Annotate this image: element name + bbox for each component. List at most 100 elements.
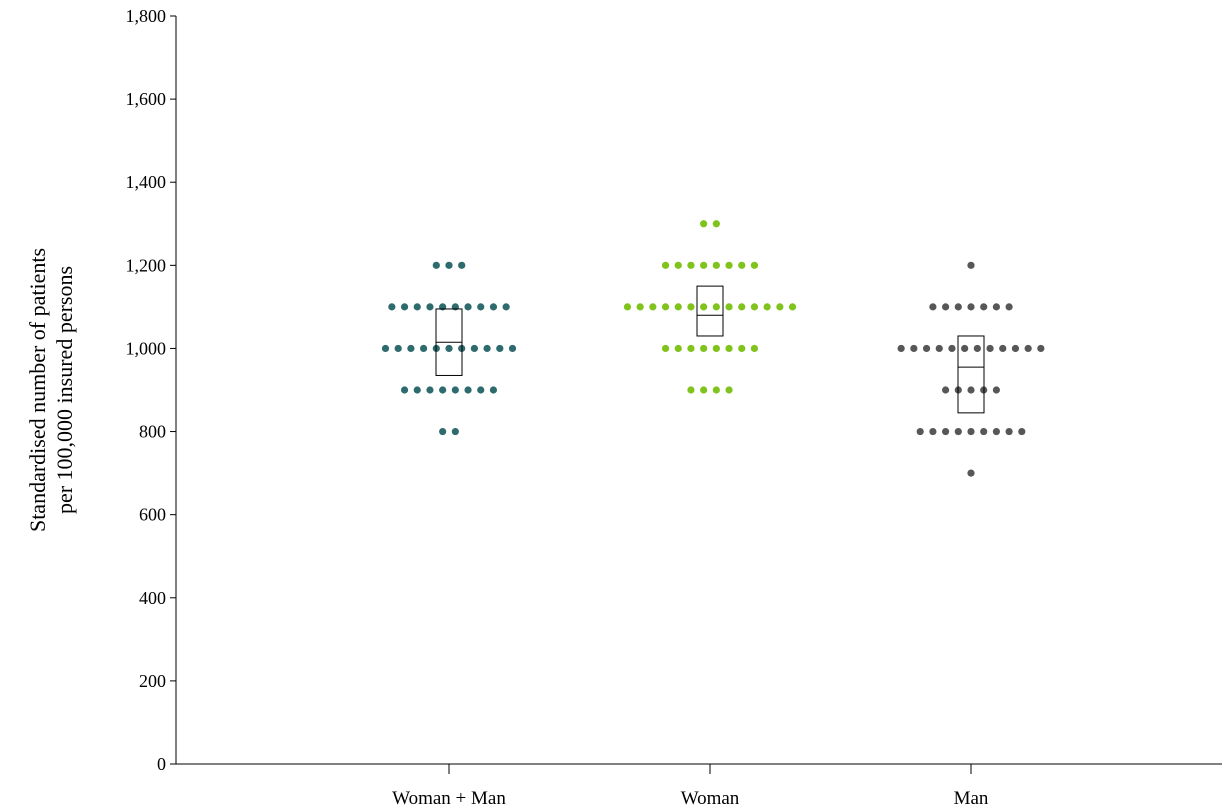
iqr-box [696,285,724,337]
data-point [407,344,415,353]
data-point [420,344,428,353]
data-point [967,469,975,477]
data-point [700,344,708,353]
data-point [999,344,1007,353]
data-point [687,261,695,269]
data-point [980,303,988,311]
data-point [980,427,988,436]
data-point [961,344,969,353]
data-point [661,344,670,353]
data-point [661,303,670,311]
data-point [942,303,950,311]
data-point [477,303,485,311]
data-point [649,303,657,311]
y-axis-title-line-2: per 100,000 insured persons [52,266,77,514]
series-group [623,220,797,394]
data-point [464,386,472,394]
y-tick-label: 1,200 [126,255,167,275]
data-point [674,261,682,269]
data-point [992,427,1001,436]
y-ticks: 0 200 400 600 800 1,000 1,200 1,400 1,600 1,800 [126,6,176,774]
data-point [388,303,396,311]
y-tick-label: 1,800 [126,6,167,26]
data-point [445,344,453,353]
y-tick-label: 1,000 [126,338,167,358]
data-point [986,344,994,353]
data-point [750,344,759,353]
data-point [738,261,746,269]
data-point [992,303,1001,311]
data-point [788,303,797,311]
y-tick-label: 800 [139,422,166,442]
data-point [967,386,975,394]
data-point [929,427,937,436]
series-group [381,261,517,436]
data-point [502,303,510,311]
x-category-label: Woman + Man [392,788,506,809]
data-point [477,386,485,394]
y-tick-label: 1,400 [126,172,167,192]
data-point [967,261,975,269]
y-axis-title-line-1: Standardised number of patients [25,248,50,532]
data-point [992,386,1001,394]
data-point [489,303,498,311]
data-point [763,303,771,311]
data-point [674,303,682,311]
data-point [687,386,695,394]
data-point [483,344,491,353]
data-point [687,303,695,311]
plot-area [381,220,1045,477]
data-point [942,427,950,436]
data-point [973,344,981,353]
data-point [445,261,453,269]
data-point [400,303,409,311]
data-point [1005,303,1013,311]
data-point [451,386,459,394]
data-point [712,303,720,311]
y-tick-label: 600 [139,505,166,525]
iqr-box [957,335,985,414]
data-point [700,261,708,269]
data-point [738,303,746,311]
y-tick-label: 400 [139,588,166,608]
data-point [426,303,434,311]
data-point [700,303,708,311]
data-point [426,386,434,394]
data-point [400,386,409,394]
data-point [623,303,632,311]
data-point [394,344,402,353]
data-point [922,344,931,353]
data-point [381,344,390,353]
data-point [725,261,733,269]
data-point [712,386,720,394]
data-point [725,386,733,394]
y-tick-label: 200 [139,671,166,691]
data-point [458,261,466,269]
data-point [967,303,975,311]
data-point [489,386,498,394]
data-point [725,303,733,311]
axes [175,16,1222,765]
x-category-label: Woman [681,788,740,809]
y-tick-label: 0 [157,754,166,774]
data-point [712,344,720,353]
data-point [954,303,962,311]
data-point [929,303,937,311]
data-point [674,344,682,353]
data-point [725,344,733,353]
data-point [954,427,962,436]
data-point [942,386,950,394]
data-point [687,344,695,353]
data-point [439,386,447,394]
x-ticks: Woman + Man Woman Man [392,764,989,809]
data-point [1024,344,1032,353]
data-point [948,344,956,353]
data-point [661,261,670,269]
data-point [432,261,440,269]
data-point [750,303,759,311]
x-category-label: Man [954,788,989,809]
data-point [413,303,421,311]
data-point [470,344,478,353]
data-point [451,427,459,436]
